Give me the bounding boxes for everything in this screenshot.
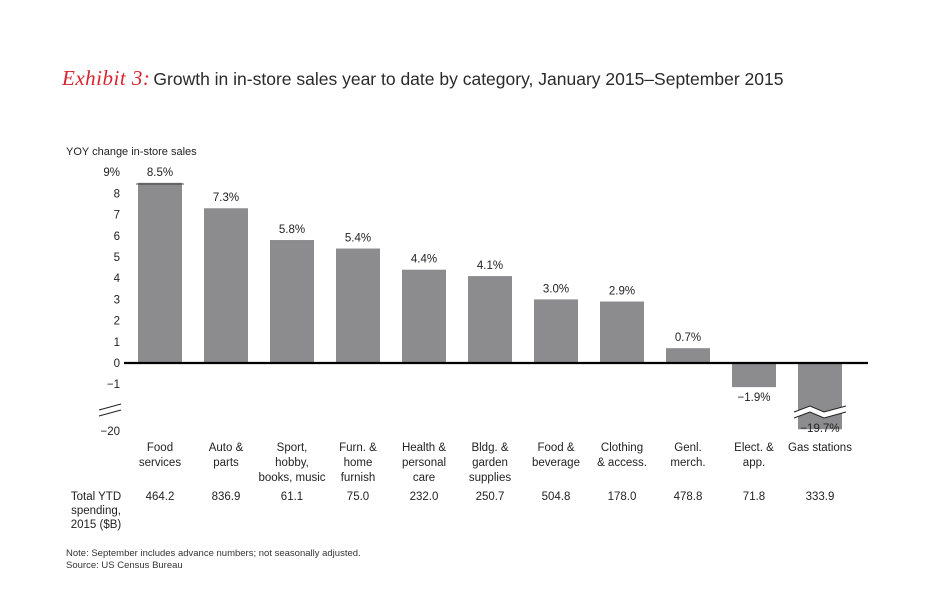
bar bbox=[798, 363, 842, 430]
category-label: Auto & bbox=[209, 442, 244, 454]
bar bbox=[534, 299, 578, 363]
chart-title: Exhibit 3: Growth in in-store sales year … bbox=[62, 66, 783, 91]
spending-value: 178.0 bbox=[608, 491, 637, 503]
bar-break-mark bbox=[793, 405, 847, 413]
spending-value: 71.8 bbox=[743, 491, 765, 503]
spending-value: 504.8 bbox=[542, 491, 571, 503]
source-text: Source: US Census Bureau bbox=[66, 560, 183, 571]
spending-row-label: Total YTD bbox=[71, 491, 121, 503]
category-label: Food & bbox=[537, 442, 574, 454]
data-label: 4.4% bbox=[411, 254, 437, 266]
category-label: books, music bbox=[258, 472, 325, 484]
category-label: care bbox=[413, 472, 435, 484]
note-text: Note: September includes advance numbers… bbox=[66, 548, 361, 559]
bar-break-mark bbox=[793, 411, 847, 419]
bar-break-gap bbox=[794, 406, 846, 418]
exhibit-label: Exhibit 3: bbox=[62, 66, 151, 90]
category-label: Bldg. & bbox=[471, 442, 508, 454]
spending-row-label: spending, bbox=[71, 505, 121, 517]
spending-value: 836.9 bbox=[212, 491, 241, 503]
y-tick-label: 5 bbox=[114, 252, 120, 264]
y-tick-label: 8 bbox=[114, 188, 120, 200]
category-label: Gas stations bbox=[788, 442, 852, 454]
category-label: merch. bbox=[670, 457, 705, 469]
bar bbox=[336, 248, 380, 363]
data-label: −1.9% bbox=[738, 392, 771, 404]
spending-value: 75.0 bbox=[347, 491, 369, 503]
category-label: Elect. & bbox=[734, 442, 774, 454]
spending-value: 478.8 bbox=[674, 491, 703, 503]
bar bbox=[666, 348, 710, 363]
data-label: 3.0% bbox=[543, 283, 569, 295]
category-label: hobby, bbox=[275, 457, 309, 469]
y-tick-label: 6 bbox=[114, 231, 120, 243]
y-tick-label: 0 bbox=[114, 358, 120, 370]
category-label: services bbox=[139, 457, 181, 469]
data-label: 2.9% bbox=[609, 286, 635, 298]
data-label: 5.8% bbox=[279, 224, 305, 236]
spending-value: 61.1 bbox=[281, 491, 303, 503]
bar bbox=[138, 182, 182, 363]
y-tick-label: 2 bbox=[114, 316, 120, 328]
category-label: personal bbox=[402, 457, 446, 469]
spending-value: 232.0 bbox=[410, 491, 439, 503]
spending-value: 250.7 bbox=[476, 491, 505, 503]
category-label: parts bbox=[213, 457, 239, 469]
axis-break-mark bbox=[98, 409, 122, 417]
y-axis-label: YOY change in-store sales bbox=[66, 146, 197, 158]
bar bbox=[732, 363, 776, 388]
bar bbox=[600, 301, 644, 363]
category-label: Furn. & bbox=[339, 442, 377, 454]
data-label: −19.7% bbox=[800, 423, 839, 435]
category-label: Genl. bbox=[674, 442, 702, 454]
category-label: supplies bbox=[469, 472, 511, 484]
y-tick-label: 9% bbox=[103, 167, 120, 179]
bar bbox=[204, 208, 248, 363]
title-text: Growth in in-store sales year to date by… bbox=[153, 69, 784, 89]
spending-value: 333.9 bbox=[806, 491, 835, 503]
category-label: & access. bbox=[597, 457, 647, 469]
category-label: beverage bbox=[532, 457, 580, 469]
category-label: home bbox=[344, 457, 373, 469]
chart-notes: Note: September includes advance numbers… bbox=[66, 548, 361, 572]
bar bbox=[468, 276, 512, 363]
data-label: 4.1% bbox=[477, 260, 503, 272]
bar bbox=[402, 269, 446, 363]
y-tick-label: 3 bbox=[114, 294, 120, 306]
spending-value: 464.2 bbox=[146, 491, 175, 503]
y-tick-label: 1 bbox=[114, 337, 120, 349]
data-label: 8.5% bbox=[147, 167, 173, 179]
data-label: 0.7% bbox=[675, 332, 701, 344]
y-tick-label: 4 bbox=[114, 273, 121, 285]
y-tick-label: 7 bbox=[114, 210, 120, 222]
category-label: Sport, bbox=[277, 442, 308, 454]
category-label: Health & bbox=[402, 442, 446, 454]
bar bbox=[270, 240, 314, 363]
y-tick-label: −1 bbox=[107, 379, 120, 391]
category-label: furnish bbox=[341, 472, 376, 484]
spending-row-label: 2015 ($B) bbox=[71, 519, 122, 531]
category-label: Clothing bbox=[601, 442, 643, 454]
axis-break-mark bbox=[98, 403, 122, 411]
data-label: 7.3% bbox=[213, 192, 239, 204]
data-label: 5.4% bbox=[345, 233, 371, 245]
category-label: Food bbox=[147, 442, 173, 454]
y-tick-label: −20 bbox=[100, 426, 120, 438]
category-label: garden bbox=[472, 457, 508, 469]
category-label: app. bbox=[743, 457, 765, 469]
